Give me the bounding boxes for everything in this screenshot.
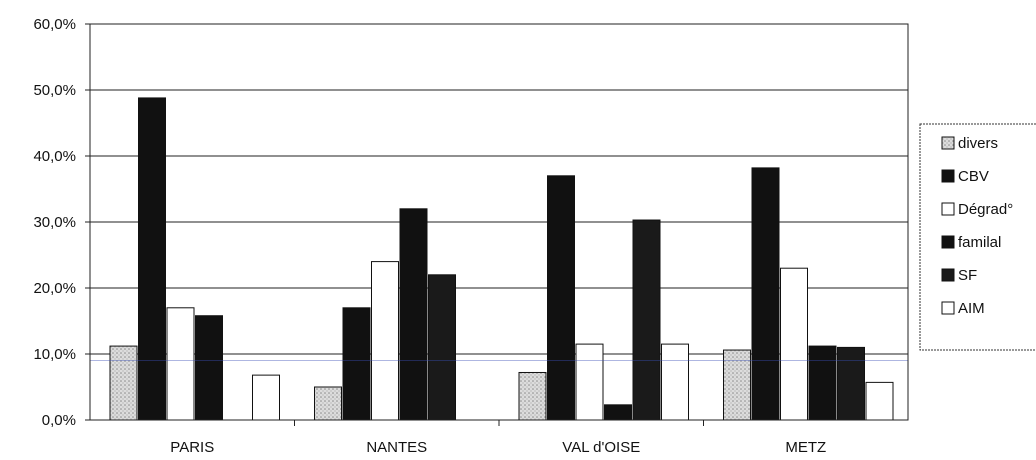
bar-familal-paris (195, 315, 223, 421)
axes: 0,0% 10,0% 20,0% 30,0% 40,0% 50,0% 60,0% PARIS N… (33, 16, 909, 456)
y-tick-label: 50,0% (33, 82, 76, 99)
legend-label: divers (958, 135, 998, 152)
bar-familal-valdoise (604, 404, 632, 421)
x-category-label: VAL d'OISE (562, 439, 640, 456)
legend-swatch (941, 169, 955, 183)
legend-swatch (941, 202, 955, 216)
bar-divers-valdoise (518, 371, 547, 421)
legend-label: CBV (958, 168, 989, 185)
legend-swatch (941, 235, 955, 249)
bar-dgrad-metz (780, 267, 808, 421)
bar-cbv-nantes (342, 307, 371, 421)
legend-swatch (941, 136, 955, 150)
bar-cbv-metz (751, 167, 780, 421)
bar-dgrad-paris (166, 307, 195, 421)
y-tick-label: 40,0% (33, 148, 76, 165)
bar-aim-metz (865, 381, 894, 421)
bar-sf-metz (837, 346, 865, 421)
bar-aim-paris (252, 374, 280, 421)
legend-label: AIM (958, 300, 985, 317)
y-tick-label: 0,0% (42, 412, 76, 429)
bar-dgrad-valdoise (575, 343, 604, 421)
y-tick-label: 10,0% (33, 346, 76, 363)
x-category-label: METZ (785, 439, 826, 456)
bar-sf-nantes (428, 274, 456, 421)
legend-swatch (941, 268, 955, 282)
bar-sf-valdoise (632, 219, 661, 421)
bar-cbv-valdoise (547, 175, 575, 421)
legend-swatch (941, 301, 955, 315)
legend-label: familal (958, 234, 1001, 251)
bar-cbv-paris (138, 97, 166, 421)
legend-label: SF (958, 267, 977, 284)
bars (90, 97, 908, 421)
legend: divers CBV Dégrad° familal SF AIM (919, 123, 1036, 351)
y-tick-label: 60,0% (33, 16, 76, 33)
bar-divers-nantes (314, 386, 342, 421)
bar-dgrad-nantes (371, 261, 399, 421)
bar-familal-nantes (399, 208, 428, 421)
bar-familal-metz (808, 345, 837, 421)
y-tick-label: 20,0% (33, 280, 76, 297)
legend-box (919, 123, 1036, 351)
bar-aim-valdoise (661, 343, 689, 421)
y-tick-label: 30,0% (33, 214, 76, 231)
x-category-label: NANTES (366, 439, 427, 456)
legend-label: Dégrad° (958, 201, 1013, 218)
x-category-label: PARIS (170, 439, 214, 456)
bar-divers-paris (109, 345, 138, 421)
